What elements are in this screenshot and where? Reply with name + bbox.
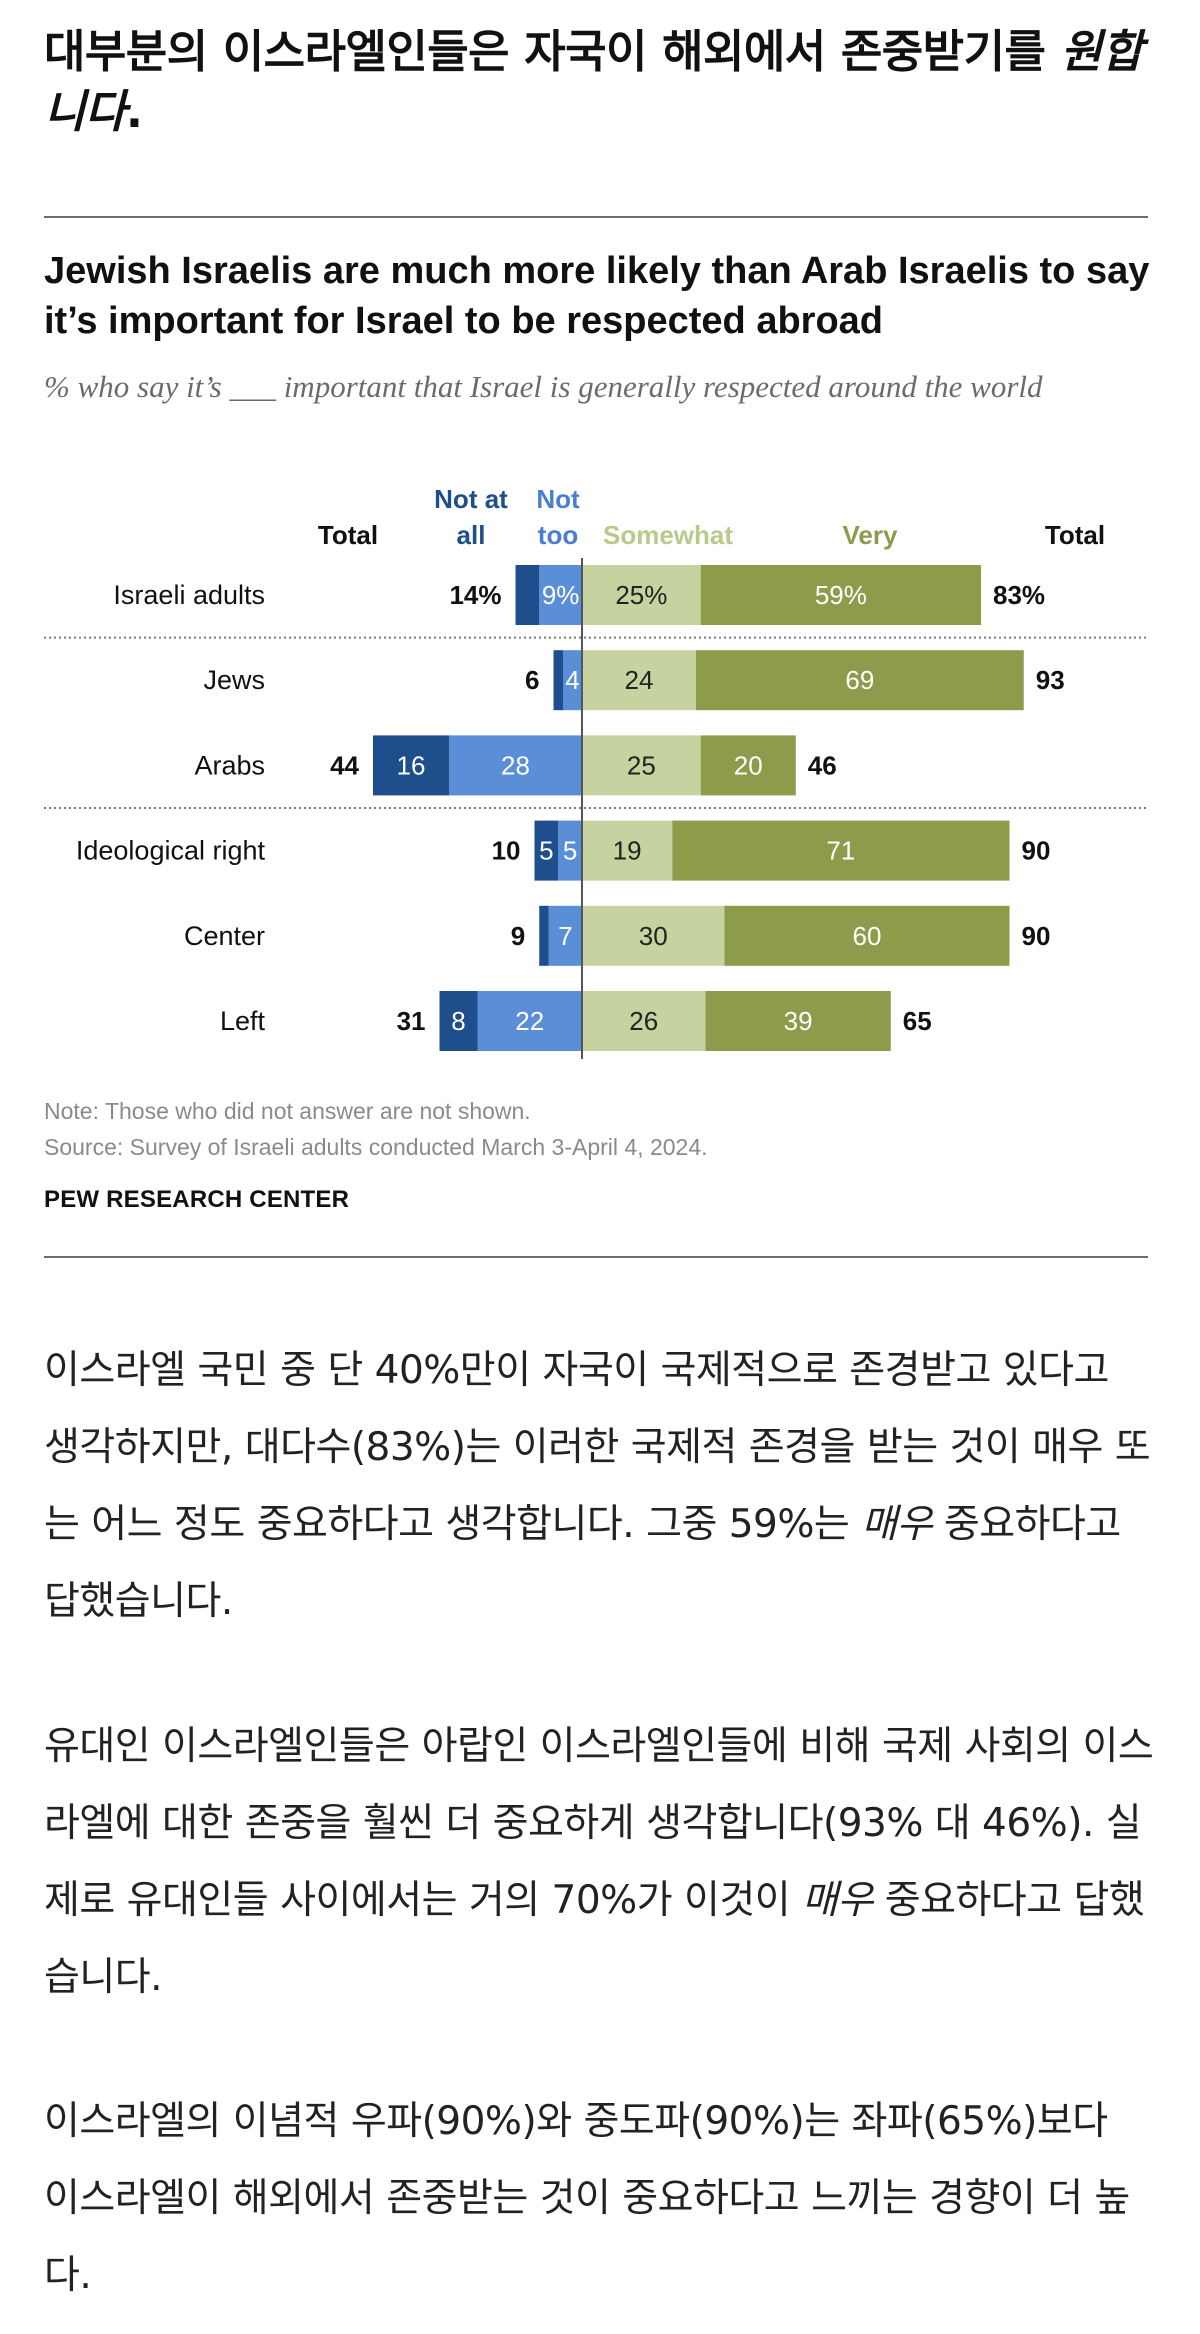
total-right: 65 (903, 1006, 932, 1036)
category-label: Arabs (194, 750, 265, 780)
data-label-somewhat: 30 (639, 921, 668, 951)
body-p1-end: 중요하다고 답했습니다. (44, 1502, 1121, 1624)
total-left: 14% (449, 580, 501, 610)
bar-not-too (449, 735, 582, 796)
data-label-not-too: 28 (501, 750, 530, 780)
data-label-not-at-all: 16 (397, 750, 426, 780)
header-not-at-all-line1: Not at (434, 484, 508, 514)
bar-very (672, 820, 1010, 881)
body-paragraph-3: 이스라엘의 이념적 우파(90%)와 중도파(90%)는 좌파(65%)보다 이… (44, 2099, 1130, 2298)
bar-very (700, 565, 981, 625)
body-p1-emphasis: 매우 (861, 1502, 932, 1547)
total-left: 10 (492, 836, 521, 866)
body-p2-end: 중요하다고 답했습니다. (44, 1878, 1145, 2000)
headline-text: 대부분의 이스라엘인들은 자국이 해외에서 존중받기를 (44, 25, 1061, 78)
bar-not-too (548, 905, 582, 966)
bar-not-at-all (373, 735, 449, 796)
headline: 대부분의 이스라엘인들은 자국이 해외에서 존중받기를 원합니다. (44, 22, 1154, 142)
data-label-very: 39 (784, 1006, 813, 1036)
data-label-very: 71 (826, 836, 855, 866)
category-label: Left (220, 1006, 266, 1036)
data-label-somewhat: 19 (613, 836, 642, 866)
body-p1-text: 이스라엘 국민 중 단 40%만이 자국이 국제적으로 존경받고 있다고 생각하… (44, 1348, 1151, 1547)
bar-somewhat (582, 991, 706, 1051)
headline-suffix: . (125, 85, 143, 138)
bar-not-at-all (439, 991, 478, 1051)
bar-very (696, 650, 1024, 711)
bar-not-too (563, 650, 582, 711)
data-label-not-too: 9% (542, 580, 580, 610)
data-label-very: 60 (853, 921, 882, 951)
data-label-not-too: 4 (565, 665, 579, 695)
bar-not-too (558, 820, 582, 881)
chart-note: Note: Those who did not answer are not s… (44, 1098, 531, 1124)
data-label-somewhat: 26 (629, 1006, 658, 1036)
bottom-divider (44, 1256, 1148, 1258)
bar-somewhat (582, 650, 696, 711)
data-label-not-too: 22 (515, 1006, 544, 1036)
header-total-right: Total (1045, 520, 1105, 550)
category-label: Jews (203, 665, 265, 695)
category-label: Ideological right (76, 836, 266, 866)
data-label-very: 59% (815, 580, 867, 610)
bar-somewhat (582, 905, 725, 966)
total-right: 83% (993, 580, 1045, 610)
chart-title: Jewish Israelis are much more likely tha… (44, 250, 1150, 342)
category-label: Israeli adults (113, 580, 265, 610)
body-paragraph-1: 이스라엘 국민 중 단 40%만이 자국이 국제적으로 존경받고 있다고 생각하… (44, 1332, 1154, 1640)
header-very: Very (843, 520, 898, 550)
body-p2-text: 유대인 이스라엘인들은 아랍인 이스라엘인들에 비해 국제 사회의 이스라엘에 … (44, 1724, 1154, 1923)
data-label-somewhat: 25% (615, 580, 667, 610)
category-label: Center (184, 921, 265, 951)
data-label-very: 69 (845, 665, 874, 695)
headline-emphasis: 원합니다 (44, 25, 1143, 138)
total-right: 90 (1022, 836, 1051, 866)
bar-somewhat (582, 565, 701, 625)
bar-not-at-all (553, 650, 563, 711)
total-right: 46 (808, 750, 837, 780)
header-total-left: Total (318, 520, 378, 550)
bar-very (724, 905, 1010, 966)
bar-not-at-all (539, 905, 549, 966)
body-paragraph-2: 유대인 이스라엘인들은 아랍인 이스라엘인들에 비해 국제 사회의 이스라엘에 … (44, 1708, 1154, 2016)
body-p2-emphasis: 매우 (802, 1878, 873, 1923)
bar-not-at-all (515, 565, 540, 625)
bar-somewhat (582, 735, 701, 796)
total-right: 93 (1036, 665, 1065, 695)
total-left: 31 (397, 1006, 426, 1036)
diverging-bar-chart: Total Not at all Not too Somewhat Very Total Isr… (44, 484, 1148, 1059)
header-not-too-line1: Not (536, 484, 580, 514)
header-not-at-all-line2: all (457, 520, 486, 550)
data-label-very: 20 (734, 750, 763, 780)
data-label-somewhat: 25 (627, 750, 656, 780)
header-not-too-line2: too (538, 520, 578, 550)
bar-not-at-all (534, 820, 559, 881)
total-left: 9 (511, 921, 525, 951)
chart-subtitle: % who say it’s ___ important that Israel… (44, 369, 1043, 404)
top-divider (44, 216, 1148, 218)
data-label-not-at-all: 8 (451, 1006, 465, 1036)
bar-very (705, 991, 891, 1051)
data-label-not-too: 7 (558, 921, 572, 951)
total-right: 90 (1022, 921, 1051, 951)
bar-somewhat (582, 820, 673, 881)
source-organization: PEW RESEARCH CENTER (44, 1186, 350, 1213)
bar-not-too (477, 991, 582, 1051)
data-label-not-at-all: 5 (539, 836, 553, 866)
data-label-not-too: 5 (563, 836, 577, 866)
data-label-somewhat: 24 (625, 665, 654, 695)
total-left: 6 (525, 665, 539, 695)
total-left: 44 (330, 750, 359, 780)
header-somewhat: Somewhat (603, 520, 733, 550)
chart-source: Source: Survey of Israeli adults conduct… (44, 1134, 708, 1160)
bar-not-too (539, 565, 582, 625)
bar-very (700, 735, 796, 796)
